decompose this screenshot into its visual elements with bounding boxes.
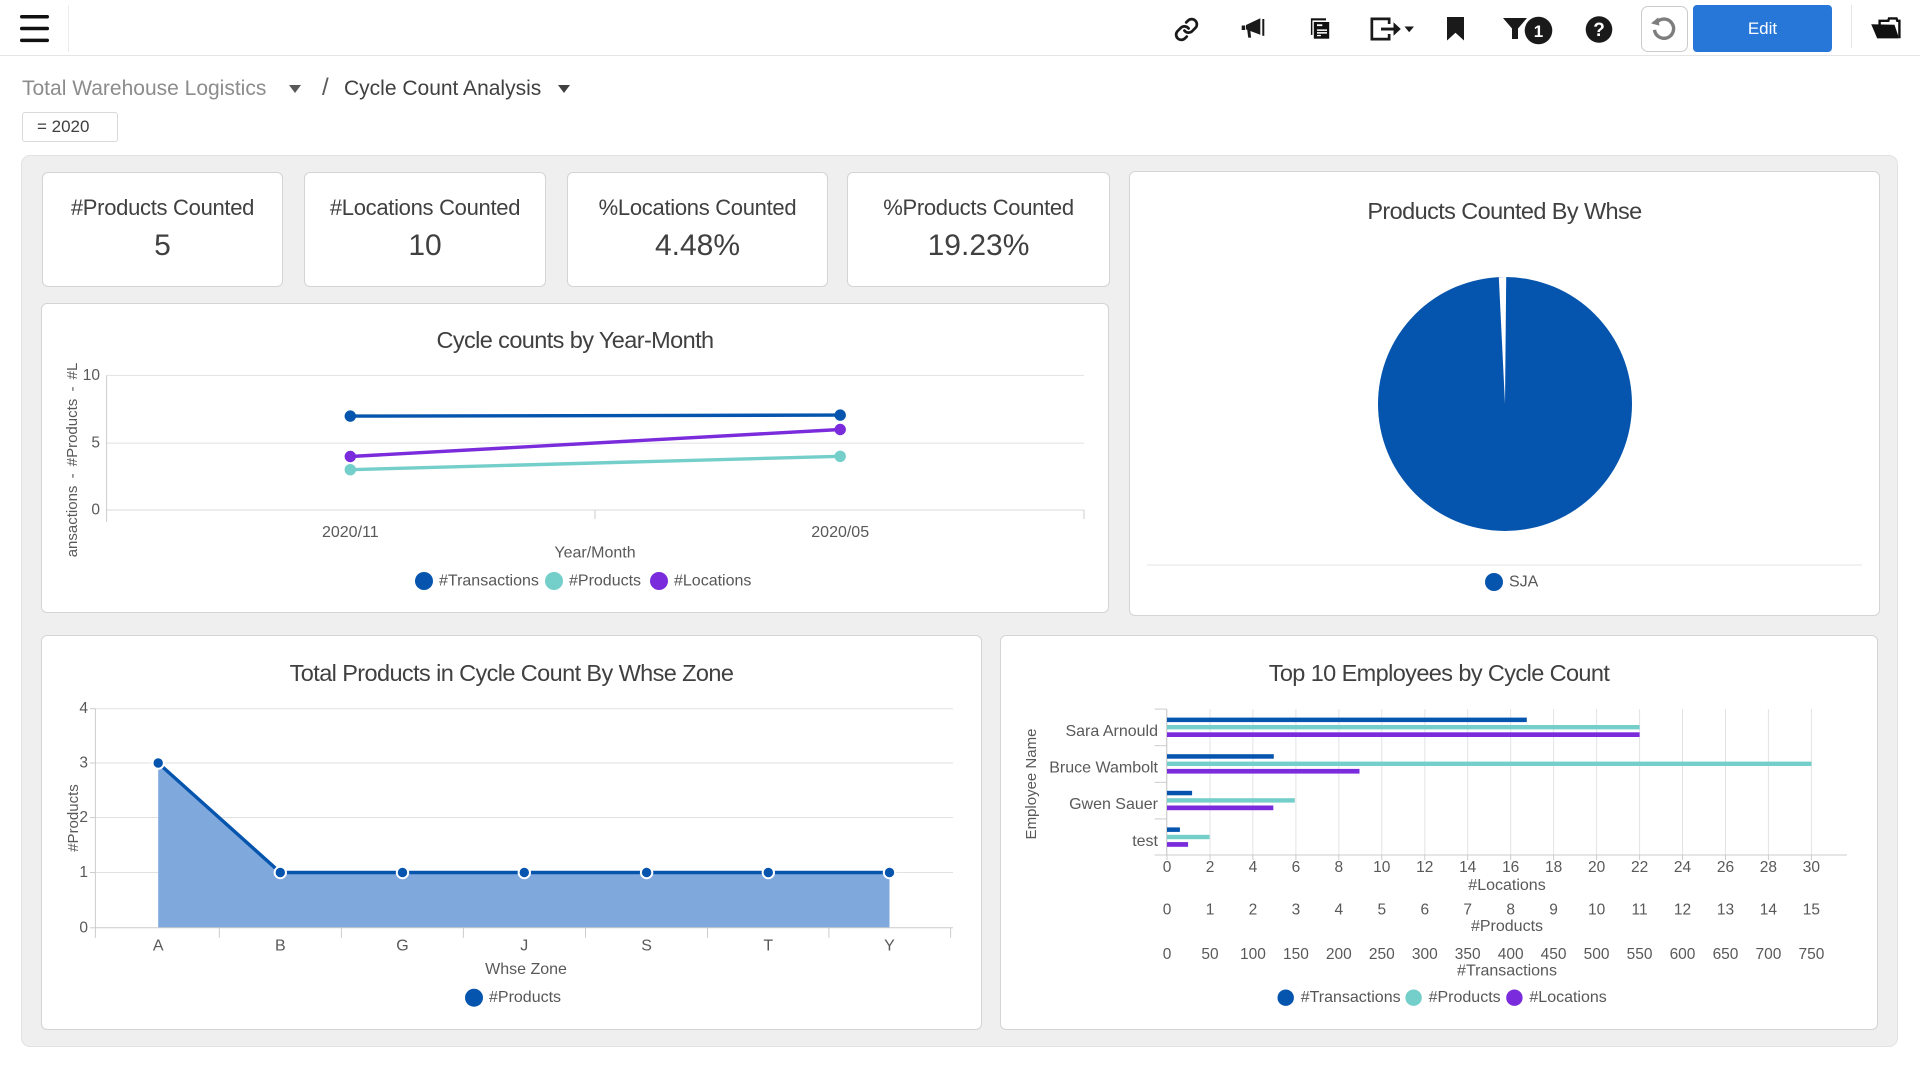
- svg-text:#Products: #Products: [489, 989, 561, 1006]
- svg-text:G: G: [396, 938, 408, 955]
- svg-text:7: 7: [1463, 902, 1472, 919]
- svg-text:#Products: #Products: [1429, 989, 1501, 1006]
- svg-text:#Products: #Products: [569, 573, 641, 590]
- svg-text:1: 1: [1206, 902, 1215, 919]
- svg-text:J: J: [520, 938, 528, 955]
- svg-text:test: test: [1132, 833, 1158, 850]
- svg-text:4: 4: [79, 700, 88, 717]
- svg-text:12: 12: [1416, 859, 1433, 876]
- svg-text:#Locations: #Locations: [674, 573, 751, 590]
- svg-text:350: 350: [1455, 946, 1481, 963]
- svg-text:24: 24: [1674, 859, 1692, 876]
- svg-text:250: 250: [1369, 946, 1395, 963]
- svg-text:4: 4: [1249, 859, 1258, 876]
- svg-text:450: 450: [1541, 946, 1567, 963]
- svg-text:700: 700: [1755, 946, 1781, 963]
- svg-text:#Products: #Products: [65, 784, 82, 852]
- svg-text:#Transactions: #Transactions: [1457, 962, 1557, 979]
- svg-text:11: 11: [1632, 902, 1648, 919]
- svg-text:Whse Zone: Whse Zone: [485, 961, 567, 978]
- svg-text:16: 16: [1502, 859, 1519, 876]
- svg-text:SJA: SJA: [1509, 574, 1539, 591]
- svg-text:50: 50: [1201, 946, 1219, 963]
- svg-text:0: 0: [1163, 859, 1172, 876]
- svg-text:Gwen Sauer: Gwen Sauer: [1069, 796, 1159, 813]
- svg-text:22: 22: [1631, 859, 1648, 876]
- svg-text:15: 15: [1803, 902, 1820, 919]
- svg-text:A: A: [153, 938, 164, 955]
- svg-text:2: 2: [1249, 902, 1258, 919]
- svg-text:4: 4: [1334, 902, 1343, 919]
- svg-text:#Locations: #Locations: [1468, 877, 1545, 894]
- svg-text:5: 5: [1377, 902, 1386, 919]
- svg-text:9: 9: [1549, 902, 1558, 919]
- svg-text:T: T: [763, 938, 773, 955]
- svg-text:1: 1: [1534, 22, 1543, 41]
- svg-text:#Locations: #Locations: [1529, 989, 1606, 1006]
- svg-text:#Transactions: #Transactions: [1301, 989, 1401, 1006]
- svg-text:Employee Name: Employee Name: [1023, 729, 1040, 840]
- svg-text:10: 10: [1373, 859, 1391, 876]
- svg-text:0: 0: [1163, 946, 1172, 963]
- svg-text:18: 18: [1545, 859, 1562, 876]
- svg-text:#Products: #Products: [1471, 918, 1543, 935]
- svg-text:8: 8: [1506, 902, 1515, 919]
- svg-text:550: 550: [1627, 946, 1653, 963]
- svg-text:28: 28: [1760, 859, 1777, 876]
- svg-text:750: 750: [1798, 946, 1824, 963]
- svg-text:400: 400: [1498, 946, 1524, 963]
- svg-text:8: 8: [1334, 859, 1343, 876]
- svg-text:Y: Y: [884, 938, 895, 955]
- svg-text:650: 650: [1713, 946, 1739, 963]
- svg-text:2: 2: [79, 809, 88, 826]
- svg-text:Year/Month: Year/Month: [554, 545, 635, 562]
- svg-text:0: 0: [1163, 902, 1172, 919]
- svg-text:10: 10: [83, 367, 101, 384]
- svg-text:0: 0: [79, 919, 88, 936]
- svg-text:0: 0: [91, 502, 100, 519]
- svg-text:1: 1: [79, 864, 88, 881]
- svg-text:100: 100: [1240, 946, 1266, 963]
- svg-text:300: 300: [1412, 946, 1438, 963]
- svg-text:600: 600: [1670, 946, 1696, 963]
- svg-text:2: 2: [1206, 859, 1215, 876]
- svg-text:14: 14: [1459, 859, 1477, 876]
- svg-text:6: 6: [1420, 902, 1429, 919]
- svg-text:Bruce Wambolt: Bruce Wambolt: [1049, 760, 1158, 777]
- svg-text:#Transactions: #Transactions: [439, 573, 539, 590]
- svg-text:2020/05: 2020/05: [811, 524, 869, 541]
- svg-text:200: 200: [1326, 946, 1352, 963]
- svg-text:B: B: [275, 938, 286, 955]
- svg-text:20: 20: [1588, 859, 1606, 876]
- svg-text:150: 150: [1283, 946, 1309, 963]
- svg-text:14: 14: [1760, 902, 1778, 919]
- svg-text:26: 26: [1717, 859, 1734, 876]
- svg-text:ansactions - #Products - #: ansactions - #Products - #L: [64, 363, 81, 558]
- svg-text:?: ?: [1593, 20, 1605, 41]
- svg-text:10: 10: [1588, 902, 1606, 919]
- svg-text:5: 5: [91, 435, 100, 452]
- svg-text:S: S: [641, 938, 652, 955]
- svg-text:3: 3: [79, 755, 88, 772]
- svg-text:6: 6: [1292, 859, 1301, 876]
- svg-text:2020/11: 2020/11: [322, 524, 379, 541]
- svg-text:12: 12: [1674, 902, 1691, 919]
- svg-text:13: 13: [1717, 902, 1734, 919]
- svg-text:3: 3: [1292, 902, 1301, 919]
- svg-text:500: 500: [1584, 946, 1610, 963]
- svg-text:30: 30: [1803, 859, 1821, 876]
- svg-text:Sara Arnould: Sara Arnould: [1065, 723, 1158, 740]
